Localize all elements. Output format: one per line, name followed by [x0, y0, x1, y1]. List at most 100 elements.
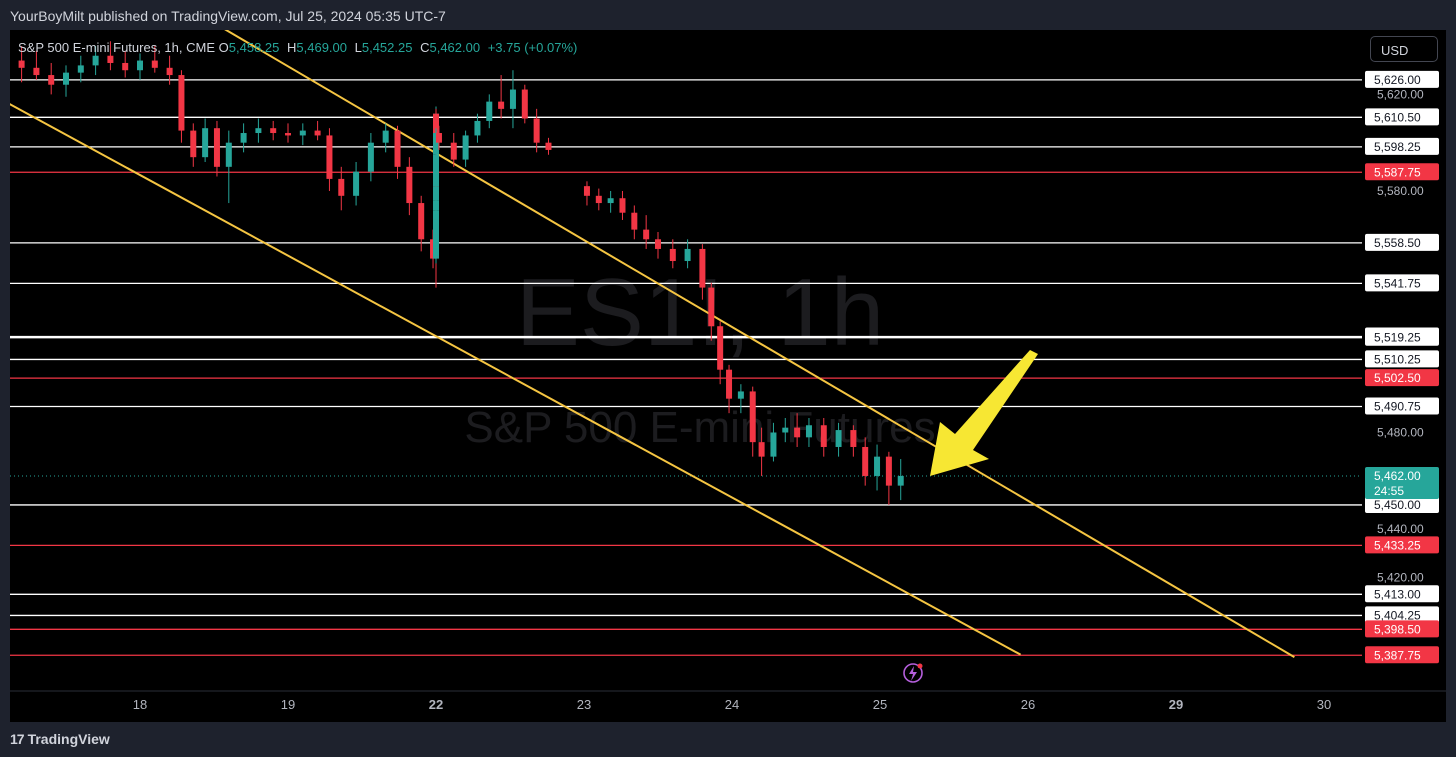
- chart-canvas[interactable]: ES1!, 1hS&P 500 E-mini Futures5,640.005,…: [10, 30, 1446, 722]
- last-price-label: 5,462.00: [1374, 469, 1421, 483]
- level-tag-4: [1365, 233, 1439, 251]
- candle-body-1: [33, 67, 40, 76]
- candle-body-55: [486, 101, 493, 121]
- y-tick-label: 5,620.00: [1377, 87, 1424, 101]
- candle-body-85: [874, 456, 881, 476]
- event-lightning-icon: [903, 663, 923, 683]
- top-bar: YourBoyMilt published on TradingView.com…: [0, 0, 1456, 30]
- level-tag-label: 5,519.25: [1374, 331, 1421, 345]
- watermark-name: S&P 500 E-mini Futures: [464, 403, 935, 452]
- currency-button[interactable]: USD: [1370, 36, 1438, 62]
- level-tag-label: 5,610.50: [1374, 110, 1421, 124]
- level-tag-10: [1365, 397, 1439, 415]
- candle-body-23: [338, 178, 345, 196]
- level-tag-label: 5,558.50: [1374, 236, 1421, 250]
- y-tick-label: 5,440.00: [1377, 522, 1424, 536]
- candle-body-58: [521, 89, 528, 119]
- candle-body-16: [240, 133, 247, 143]
- tradingview-logo-icon: 17: [10, 731, 25, 747]
- level-tag-12: [1365, 536, 1439, 554]
- last-price-tag: [1365, 466, 1439, 499]
- level-tag-label: 5,598.25: [1374, 140, 1421, 154]
- candle-body-52: [450, 142, 457, 160]
- candle-body-7: [122, 62, 129, 71]
- x-tick-label: 25: [873, 697, 887, 712]
- candle-body-22: [326, 135, 333, 179]
- candle-body-77: [770, 432, 777, 457]
- candle-body-25: [367, 142, 374, 172]
- candle-body-84: [862, 446, 869, 476]
- x-tick-label: 23: [577, 697, 591, 712]
- candle-body-82: [835, 430, 842, 447]
- candle-body-5: [92, 55, 99, 66]
- candle-body-9: [151, 60, 158, 68]
- level-tag-16: [1365, 646, 1439, 664]
- legend-low-value: 5,452.25: [361, 40, 413, 55]
- trendline-0: [10, 103, 1022, 656]
- level-tag-label: 5,541.75: [1374, 276, 1421, 290]
- candle-body-27: [394, 130, 401, 167]
- candle-body-69: [684, 248, 691, 262]
- candle-body-10: [166, 67, 173, 76]
- legend-open-value: 5,458.25: [228, 40, 280, 55]
- candle-body-62: [595, 195, 602, 204]
- published-text: YourBoyMilt published on TradingView.com…: [10, 8, 446, 24]
- candle-body-72: [717, 326, 724, 370]
- candle-body-59: [533, 118, 540, 143]
- legend-change-value: +3.75 (+0.07%): [487, 40, 578, 55]
- x-tick-label: 22: [429, 697, 443, 712]
- x-tick-label: 30: [1317, 697, 1331, 712]
- level-tag-1: [1365, 108, 1439, 126]
- candle-body-14: [213, 128, 220, 167]
- legend-high-label: H: [287, 40, 297, 55]
- x-tick-label: 18: [133, 697, 147, 712]
- candle-body-17: [255, 128, 262, 134]
- candle-body-80: [805, 425, 812, 438]
- level-tag-9: [1365, 369, 1439, 387]
- trendline-1: [224, 30, 1295, 658]
- y-tick-label: 5,480.00: [1377, 425, 1424, 439]
- candle-body-66: [643, 229, 650, 240]
- candle-body-71: [708, 287, 715, 327]
- legend-open-label: O: [218, 40, 229, 55]
- level-tag-label: 5,398.50: [1374, 622, 1421, 636]
- legend-close-label: C: [420, 40, 430, 55]
- candle-body-24: [353, 171, 360, 196]
- candle-body-19: [285, 133, 291, 136]
- tradingview-logo[interactable]: 17 TradingView: [10, 731, 110, 747]
- level-tag-8: [1365, 350, 1439, 368]
- candle-body-3: [63, 72, 69, 85]
- candle-body-44: [433, 154, 439, 187]
- level-tag-label: 5,433.25: [1374, 538, 1421, 552]
- candle-body-6: [107, 55, 114, 63]
- candle-body-0: [18, 60, 25, 68]
- candle-body-86: [885, 456, 892, 486]
- level-tag-2: [1365, 137, 1439, 155]
- candle-body-79: [794, 427, 801, 438]
- annotation-arrow: [930, 350, 1038, 476]
- level-tag-0: [1365, 70, 1439, 88]
- chart-pane[interactable]: ES1!, 1hS&P 500 E-mini Futures5,640.005,…: [10, 30, 1446, 722]
- candle-body-11: [178, 75, 185, 131]
- level-tag-5: [1365, 274, 1439, 292]
- legend-low-label: L: [354, 40, 362, 55]
- candle-body-56: [498, 101, 505, 109]
- bottom-bar: 17 TradingView: [0, 722, 1456, 757]
- x-tick-label: 24: [725, 697, 739, 712]
- candle-body-65: [631, 212, 638, 230]
- level-tag-7: [1365, 328, 1439, 346]
- legend-high-value: 5,469.00: [296, 40, 347, 55]
- candle-body-18: [270, 128, 277, 134]
- candle-body-70: [699, 248, 706, 288]
- level-tag-11: [1365, 495, 1439, 513]
- x-tick-label: 29: [1169, 697, 1183, 712]
- level-tag-label: 5,387.75: [1374, 648, 1421, 662]
- level-tag-label: 5,413.00: [1374, 587, 1421, 601]
- legend-close-value: 5,462.00: [429, 40, 481, 55]
- level-tag-15: [1365, 620, 1439, 638]
- candle-body-74: [737, 391, 744, 399]
- candle-body-13: [202, 128, 209, 158]
- candle-body-61: [583, 186, 590, 196]
- candle-body-20: [299, 130, 306, 136]
- level-tag-label: 5,490.75: [1374, 400, 1421, 414]
